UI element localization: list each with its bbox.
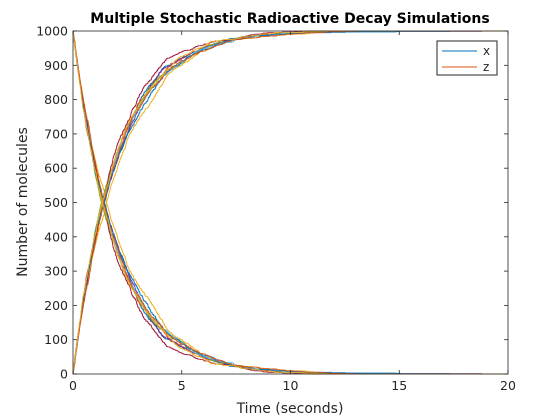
series-x-run-line: [72, 30, 508, 375]
series-z-run-line: [72, 30, 508, 375]
x-tick-label: 5: [178, 378, 186, 393]
legend-label-z: z: [483, 60, 489, 74]
series-z-run-line: [72, 30, 508, 375]
y-tick-label: 600: [44, 161, 68, 176]
plot-frame: [72, 30, 509, 375]
y-tick-label: 400: [44, 229, 68, 244]
series-x-run-line: [72, 30, 508, 375]
series-x-run-line: [72, 30, 508, 375]
y-tick-label: 900: [44, 58, 68, 73]
legend: x z: [436, 40, 498, 76]
x-tick-label: 0: [69, 378, 77, 393]
y-tick-label: 500: [44, 195, 68, 210]
series-x-run-line: [72, 30, 508, 375]
y-tick-label: 700: [44, 126, 68, 141]
legend-box: [436, 40, 498, 76]
x-tick-label: 10: [283, 378, 299, 393]
x-tick-label: 20: [500, 378, 516, 393]
series-z-run-line: [72, 30, 508, 375]
y-tick-label: 300: [44, 264, 68, 279]
series-z-run-line: [72, 30, 508, 375]
series-x-run-line: [72, 30, 508, 375]
series-x-run-line: [72, 30, 508, 375]
y-tick-label: 0: [60, 367, 68, 382]
chart-title: Multiple Stochastic Radioactive Decay Si…: [90, 11, 489, 27]
y-tick-label: 1000: [36, 24, 68, 39]
y-tick-label: 100: [44, 332, 68, 347]
series-z-run-line: [72, 30, 508, 375]
series-x-run-line: [72, 30, 508, 375]
x-tick-label: 15: [391, 378, 407, 393]
legend-label-x: x: [483, 44, 490, 58]
series-z-run-line: [72, 30, 508, 375]
series-x-run-line: [72, 30, 508, 375]
simulation-runs: [72, 30, 508, 375]
y-tick-label: 800: [44, 92, 68, 107]
series-x-run-line: [72, 30, 508, 375]
series-z-run-line: [72, 30, 508, 375]
series-x-run-line: [72, 30, 508, 375]
series-z-run-line: [72, 30, 508, 375]
y-axis-label: Number of molecules: [15, 127, 31, 277]
axes: [72, 30, 509, 375]
series-z-run-line: [72, 30, 508, 375]
y-tick-label: 200: [44, 298, 68, 313]
series-z-run-line: [72, 30, 508, 375]
x-axis-label: Time (seconds): [236, 401, 344, 417]
